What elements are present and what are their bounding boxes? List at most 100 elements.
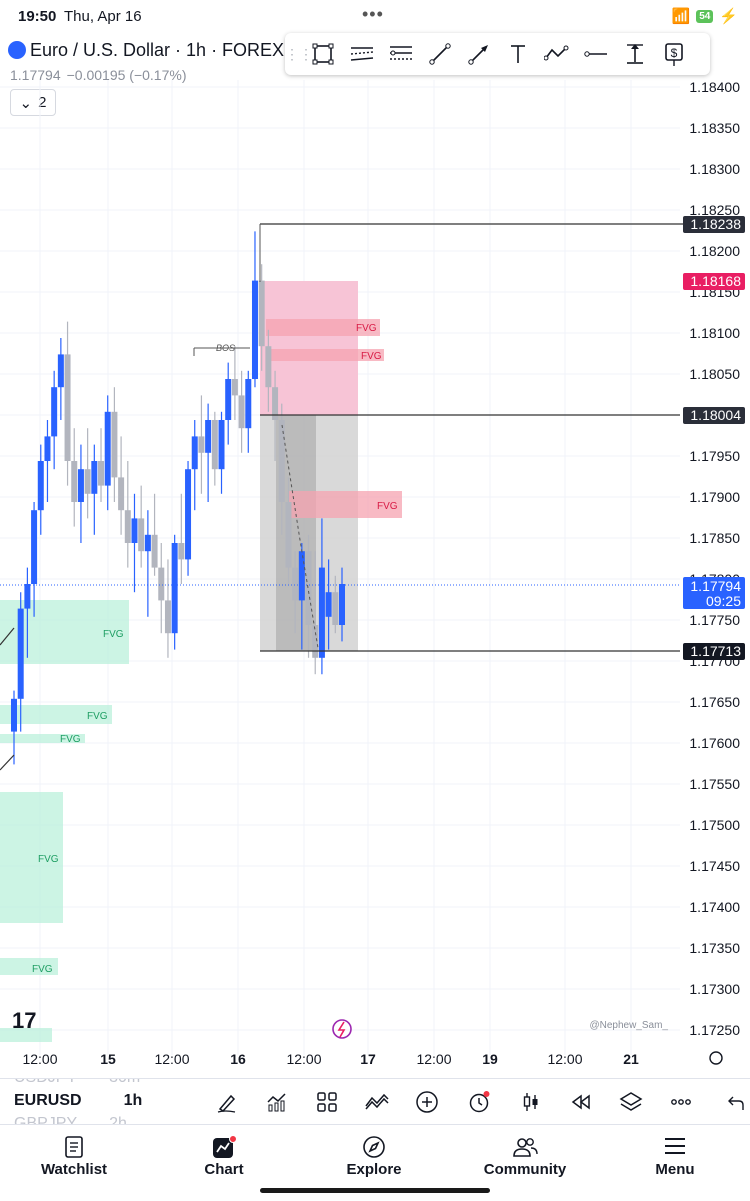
- price-axis-label: 1.17500: [689, 817, 740, 833]
- strategy-icon[interactable]: [364, 1089, 390, 1115]
- entry-price-tag: 1.18004: [690, 407, 741, 423]
- symbol-row-active[interactable]: EURUSD 1h: [14, 1092, 142, 1110]
- candle-body: [77, 469, 84, 502]
- wifi-icon: 📶: [671, 8, 691, 25]
- watchlist-icon: [14, 1135, 134, 1161]
- arrow-line-icon[interactable]: [459, 33, 498, 75]
- candle-body: [31, 510, 38, 584]
- draw-icon[interactable]: [214, 1089, 240, 1115]
- drag-handle-icon[interactable]: ⋮⋮: [285, 45, 313, 62]
- fvg-zone: [0, 792, 63, 923]
- high-price-tag: 1.18238: [690, 216, 741, 232]
- price-axis-label: 1.17750: [689, 612, 740, 628]
- indicators-count: 2: [38, 94, 47, 111]
- parallel-channel-icon[interactable]: [342, 33, 381, 75]
- symbol-title[interactable]: Euro / U.S. Dollar · 1h · FOREXCO: [8, 40, 311, 61]
- candle-type-icon[interactable]: [518, 1089, 544, 1115]
- watermark: @Nephew_Sam_: [589, 1020, 668, 1031]
- nav-chart[interactable]: Chart: [164, 1135, 284, 1178]
- candle-body: [278, 420, 285, 502]
- price-chart[interactable]: 1.18400 1.18350 1.18300 1.18250 1.18200 1.181…: [0, 80, 750, 1075]
- time-axis-label: 12:00: [286, 1051, 321, 1067]
- symbol-timeframe: 2h: [109, 1115, 127, 1125]
- nav-watchlist[interactable]: Watchlist: [14, 1135, 134, 1178]
- window-dots-icon[interactable]: •••: [362, 4, 384, 24]
- countdown-tag: 09:25: [706, 593, 741, 609]
- nav-explore[interactable]: Explore: [314, 1135, 434, 1178]
- price-axis-label: 1.17350: [689, 940, 740, 956]
- symbol-switcher[interactable]: USDJPY 30m EURUSD 1h GBPJPY 2h: [14, 1079, 144, 1125]
- horizontal-ray-icon[interactable]: [576, 33, 615, 75]
- price-axis-label: 1.18400: [689, 80, 740, 95]
- status-time: 19:50: [18, 8, 57, 25]
- symbol-timeframe: 1h: [123, 1092, 143, 1109]
- time-axis-label: 21: [623, 1051, 639, 1067]
- candle-body: [298, 551, 305, 601]
- symbol-name: USDJPY: [14, 1079, 77, 1087]
- candle-body: [198, 436, 205, 453]
- alert-icon[interactable]: [466, 1089, 492, 1115]
- back-icon[interactable]: [726, 1089, 746, 1115]
- price-change: −0.00195 (−0.17%): [66, 67, 187, 83]
- fvg-label: FVG: [32, 964, 53, 975]
- indicators-icon[interactable]: [264, 1089, 290, 1115]
- time-axis-label: 12:00: [416, 1051, 451, 1067]
- high-price-tag-bg: [683, 216, 745, 233]
- price-axis-label: 1.18050: [689, 366, 740, 382]
- price-axis-label: 1.18200: [689, 243, 740, 259]
- candle-body: [44, 436, 51, 461]
- fvg-label: FVG: [361, 351, 382, 362]
- price-axis-label: 1.17650: [689, 694, 740, 710]
- community-icon: [465, 1135, 585, 1161]
- fvg-zone: [0, 734, 85, 743]
- fvg-zone-bearish: [266, 319, 380, 336]
- price-axis-label: 1.17300: [689, 981, 740, 997]
- symbol-title-text: Euro / U.S. Dollar · 1h · FOREXCO: [30, 40, 312, 60]
- candle-body: [205, 420, 212, 453]
- lightning-icon: [332, 1019, 352, 1039]
- price-axis-label: 1.17550: [689, 776, 740, 792]
- price-range-icon[interactable]: $: [654, 33, 693, 75]
- time-axis-label: 17: [360, 1051, 376, 1067]
- measure-icon[interactable]: [615, 33, 654, 75]
- path-icon[interactable]: [537, 33, 576, 75]
- price-axis-label: 1.17450: [689, 858, 740, 874]
- projection-path: [281, 424, 319, 649]
- rectangle-icon[interactable]: [303, 33, 342, 75]
- home-indicator: [260, 1188, 490, 1193]
- symbol-row[interactable]: USDJPY 30m: [14, 1079, 140, 1087]
- nav-label: Chart: [204, 1161, 244, 1178]
- candle-body: [131, 518, 138, 543]
- chart-icon: [164, 1135, 284, 1161]
- candle-body: [84, 469, 91, 494]
- indicators-toggle-button[interactable]: ⌄ 2: [10, 89, 56, 116]
- trend-line: [0, 627, 15, 646]
- sell-zone-price-tag-bg: [683, 273, 745, 290]
- candle-body: [118, 477, 125, 511]
- candle-body: [272, 387, 279, 420]
- fvg-label: FVG: [38, 854, 59, 865]
- candle-body: [185, 469, 192, 560]
- nav-menu[interactable]: Menu: [615, 1135, 735, 1178]
- fvg-zone-bearish: [266, 349, 384, 361]
- candle-body: [305, 551, 312, 625]
- candle-body: [17, 608, 24, 699]
- fib-retracement-icon[interactable]: [381, 33, 420, 75]
- trend-line-icon[interactable]: [420, 33, 459, 75]
- add-icon[interactable]: [414, 1089, 440, 1115]
- layers-icon[interactable]: [618, 1089, 644, 1115]
- candle-body: [191, 436, 198, 470]
- candle-body: [285, 502, 292, 568]
- nav-community[interactable]: Community: [465, 1135, 585, 1178]
- price-axis-label: 1.18250: [689, 202, 740, 218]
- candle-body: [11, 698, 17, 732]
- stop-price-tag: 1.17713: [690, 643, 741, 659]
- templates-icon[interactable]: [314, 1089, 340, 1115]
- time-axis-label: 15: [100, 1051, 116, 1067]
- candle-body: [98, 461, 105, 486]
- price-axis-label: 1.18300: [689, 161, 740, 177]
- more-icon[interactable]: [668, 1089, 694, 1115]
- symbol-row[interactable]: GBPJPY 2h: [14, 1115, 127, 1125]
- replay-icon[interactable]: [568, 1089, 594, 1115]
- text-icon[interactable]: [498, 33, 537, 75]
